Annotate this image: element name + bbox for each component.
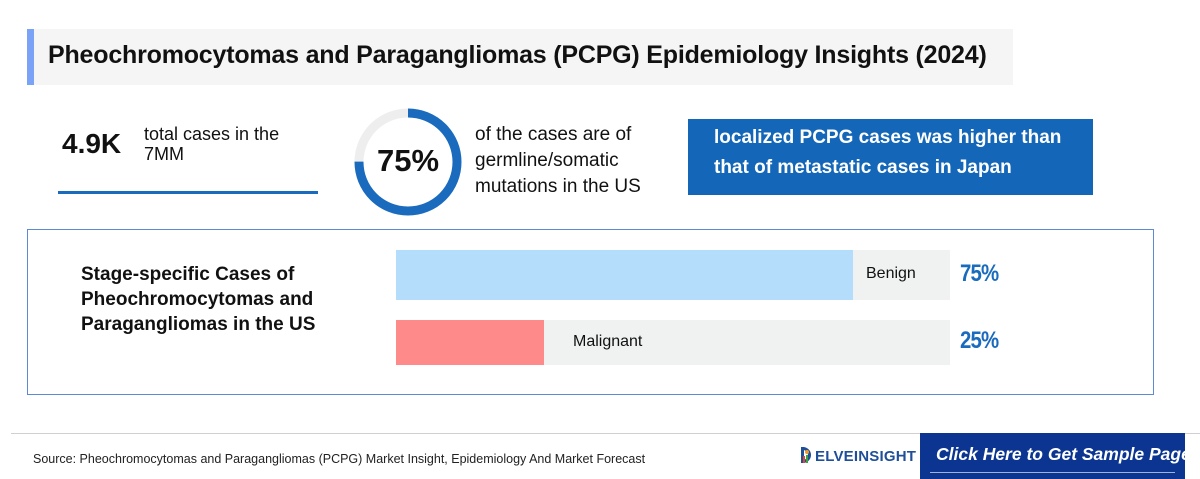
japan-insight-text: localized PCPG cases was higher than tha… [714, 127, 1062, 178]
malignant-label: Malignant [573, 333, 643, 350]
cta-underline [930, 472, 1175, 473]
bar-row-benign: Benign 75% [396, 250, 999, 300]
benign-label: Benign [866, 265, 916, 282]
mutation-percent: 75% [376, 143, 440, 178]
japan-insight-box: localized PCPG cases was higher than tha… [688, 119, 1093, 195]
delveinsight-logo-icon [800, 447, 814, 465]
total-cases-value: 4.9K [62, 128, 122, 159]
donut-ring-icon [354, 108, 462, 216]
mutation-description: of the cases are of germline/somatic mut… [475, 124, 641, 197]
benign-value: 75% [960, 260, 999, 287]
malignant-bar-fill [396, 320, 544, 365]
title-bar: Pheochromocytomas and Paragangliomas (PC… [27, 29, 1013, 85]
benign-bar-fill [396, 250, 853, 300]
total-cases-description: total cases in the 7MM [144, 124, 280, 164]
cta-label: Click Here to Get Sample Page [936, 444, 1191, 464]
page-title: Pheochromocytomas and Paragangliomas (PC… [48, 41, 987, 69]
malignant-value: 25% [960, 327, 999, 354]
stage-panel-heading: Stage-specific Cases of Pheochromocytoma… [81, 264, 316, 335]
logo-wordmark: ELVEINSIGHT [815, 447, 917, 465]
stage-specific-panel: Stage-specific Cases of Pheochromocytoma… [27, 229, 1154, 395]
source-citation: Source: Pheochromocytomas and Paragangli… [33, 452, 646, 466]
stat-underline [58, 191, 318, 194]
total-cases-stat: 4.9K total cases in the 7MM [58, 118, 318, 196]
delveinsight-logo[interactable]: ELVEINSIGHT [800, 444, 916, 468]
bar-row-malignant: Malignant 25% [396, 320, 999, 365]
get-sample-page-button[interactable]: Click Here to Get Sample Page [920, 433, 1191, 479]
mutation-donut-chart: 75% [353, 107, 463, 217]
footer-divider [11, 433, 1200, 434]
